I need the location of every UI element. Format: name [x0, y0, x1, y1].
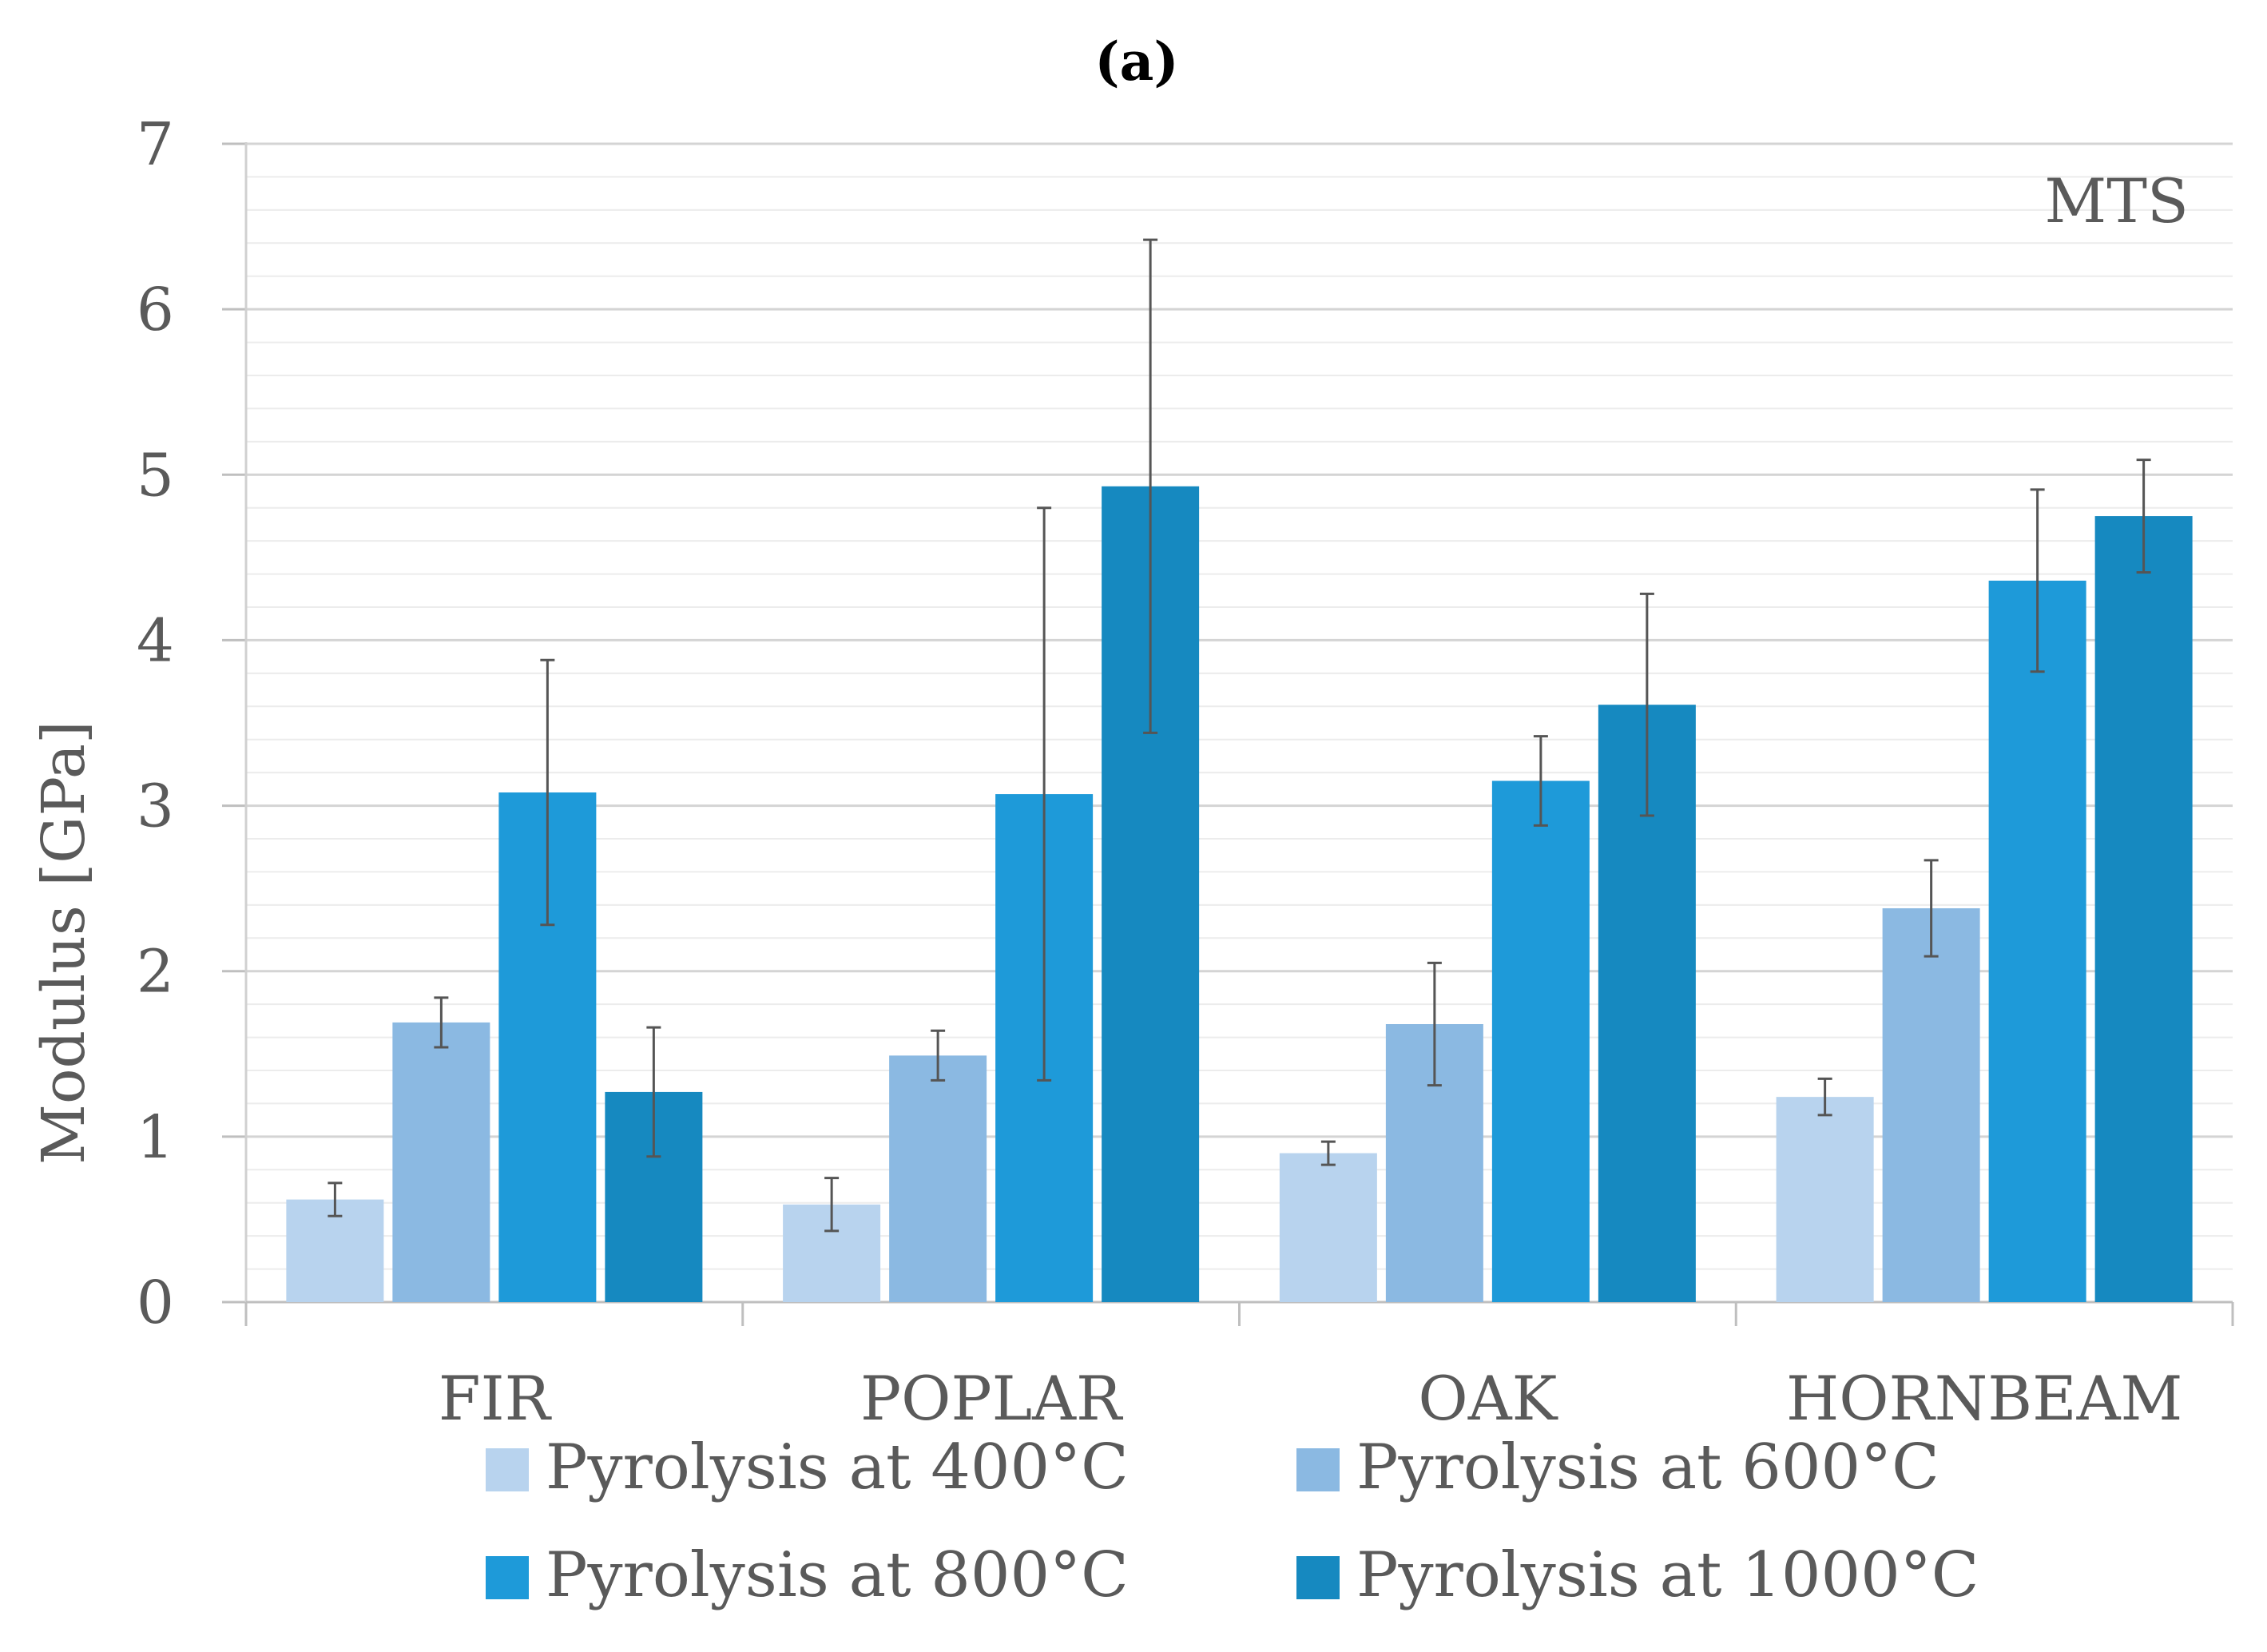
chart-annotation: MTS [2044, 165, 2189, 236]
y-tick-label: 0 [137, 1269, 174, 1337]
x-category-label: FIR [439, 1363, 553, 1434]
x-category-label: POPLAR [860, 1363, 1124, 1434]
y-tick-label: 3 [137, 772, 174, 841]
bar [1776, 1097, 1874, 1302]
legend-label: Pyrolysis at 1000°C [1356, 1539, 1979, 1611]
y-tick-label: 2 [137, 938, 174, 1007]
legend-label: Pyrolysis at 600°C [1356, 1432, 1939, 1503]
bars [286, 486, 2193, 1302]
bar [1882, 908, 1980, 1302]
legend-swatch [486, 1556, 529, 1599]
bar [2094, 516, 2193, 1302]
legend-swatch [1296, 1448, 1340, 1491]
legend: Pyrolysis at 400°C Pyrolysis at 600°C Pyro… [486, 1432, 1979, 1611]
bar [392, 1022, 490, 1302]
y-axis-label: Modulus [GPa] [30, 721, 98, 1165]
x-category-label: OAK [1418, 1363, 1558, 1434]
bar [1491, 780, 1590, 1302]
error-bars [328, 238, 2151, 1233]
y-tick-label: 5 [137, 441, 174, 510]
bar [889, 1055, 987, 1302]
legend-label: Pyrolysis at 800°C [546, 1539, 1129, 1611]
legend-label: Pyrolysis at 400°C [546, 1432, 1129, 1503]
y-tick-label: 4 [137, 606, 174, 675]
y-tick-label: 6 [137, 276, 174, 344]
y-tick-labels: 0 1 2 3 4 5 6 7 [137, 110, 174, 1337]
x-category-labels: FIR POPLAR OAK HORNBEAM [439, 1363, 2182, 1434]
y-tick-label: 1 [137, 1103, 174, 1172]
x-category-label: HORNBEAM [1786, 1363, 2182, 1434]
legend-swatch [486, 1448, 529, 1491]
bar [1279, 1153, 1377, 1302]
y-tick-label: 7 [137, 110, 174, 179]
legend-swatch [1296, 1556, 1340, 1599]
chart-title: (a) [1094, 30, 1178, 93]
bar [1988, 580, 2086, 1302]
